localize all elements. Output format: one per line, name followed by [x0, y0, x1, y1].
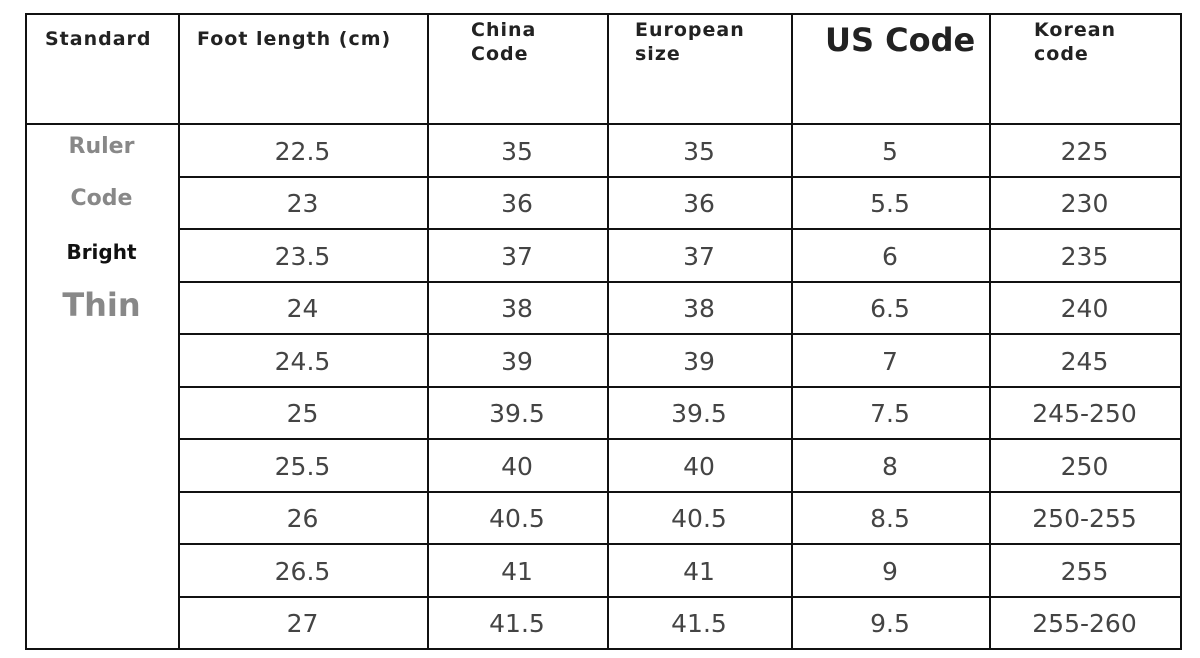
table-cell: 255-260: [1032, 609, 1137, 639]
table-cell: 225: [1060, 136, 1109, 166]
table-cell: 245: [1060, 346, 1109, 376]
table-cell: 35: [501, 136, 533, 166]
row-line: [178, 490, 1182, 493]
side-label: Ruler: [68, 134, 135, 159]
table-cell: 235: [1060, 241, 1109, 271]
table-cell: 9: [882, 556, 898, 586]
table-cell: 40: [683, 451, 715, 481]
column-line: [791, 13, 793, 648]
row-line: [178, 543, 1182, 545]
column-line: [989, 13, 991, 648]
table-cell: 41: [501, 556, 533, 586]
row-line: [178, 175, 1182, 178]
table-cell: 40.5: [671, 504, 727, 534]
table-cell: 5.5: [870, 189, 910, 219]
table-cell: 255: [1060, 556, 1109, 586]
column-line: [25, 13, 27, 648]
row-line: [178, 385, 1182, 388]
table-cell: 7.5: [870, 399, 910, 429]
header-cell: China Code: [471, 19, 537, 65]
column-line: [178, 13, 180, 648]
table-cell: 8.5: [870, 504, 910, 534]
row-line: [25, 648, 1182, 650]
table-cell: 5: [882, 136, 898, 166]
table-cell: 7: [882, 346, 898, 376]
row-line: [25, 13, 1182, 15]
table-cell: 24.5: [274, 346, 331, 376]
table-cell: 25: [286, 399, 319, 429]
table-cell: 23: [286, 189, 319, 219]
side-label: Bright: [66, 240, 137, 264]
header-cell: Korean code: [1034, 19, 1117, 65]
table-cell: 8: [882, 451, 898, 481]
table-cell: 27: [286, 609, 319, 639]
table-cell: 40.5: [489, 504, 545, 534]
table-cell: 25.5: [274, 451, 331, 481]
row-line: [178, 228, 1182, 230]
table-cell: 23.5: [274, 241, 331, 271]
table-cell: 37: [683, 241, 715, 271]
row-line: [178, 280, 1182, 283]
table-cell: 250-255: [1032, 504, 1137, 534]
table-cell: 250: [1060, 451, 1109, 481]
table-cell: 39: [683, 346, 715, 376]
table-cell: 6: [882, 241, 898, 271]
header-cell: Standard: [45, 28, 152, 50]
column-line: [427, 13, 429, 648]
column-line: [607, 13, 609, 648]
header-cell: European size: [635, 19, 745, 65]
table-cell: 38: [683, 294, 715, 324]
header-cell: Foot length (cm): [197, 28, 392, 50]
table-cell: 26: [286, 504, 319, 534]
header-cell: US Code: [825, 21, 976, 59]
side-label: Code: [70, 186, 133, 211]
table-cell: 38: [501, 294, 533, 324]
table-cell: 26.5: [274, 556, 331, 586]
table-cell: 41.5: [671, 609, 727, 639]
table-cell: 36: [501, 189, 533, 219]
row-line: [178, 438, 1182, 440]
row-line: [178, 595, 1182, 598]
row-line: [25, 123, 1182, 125]
table-cell: 36: [683, 189, 715, 219]
table-cell: 41.5: [489, 609, 545, 639]
table-cell: 240: [1060, 294, 1109, 324]
table-cell: 39: [501, 346, 533, 376]
table-cell: 230: [1060, 189, 1109, 219]
table-cell: 39.5: [671, 399, 727, 429]
side-label: Thin: [62, 286, 141, 324]
table-cell: 9.5: [870, 609, 910, 639]
table-cell: 39.5: [489, 399, 545, 429]
table-cell: 22.5: [274, 136, 331, 166]
table-cell: 40: [501, 451, 533, 481]
row-line: [178, 333, 1182, 335]
table-cell: 35: [683, 136, 715, 166]
table-cell: 37: [501, 241, 533, 271]
table-cell: 6.5: [870, 294, 910, 324]
table-cell: 41: [683, 556, 715, 586]
column-line: [1180, 13, 1182, 648]
table-cell: 24: [286, 294, 319, 324]
table-cell: 245-250: [1032, 399, 1137, 429]
